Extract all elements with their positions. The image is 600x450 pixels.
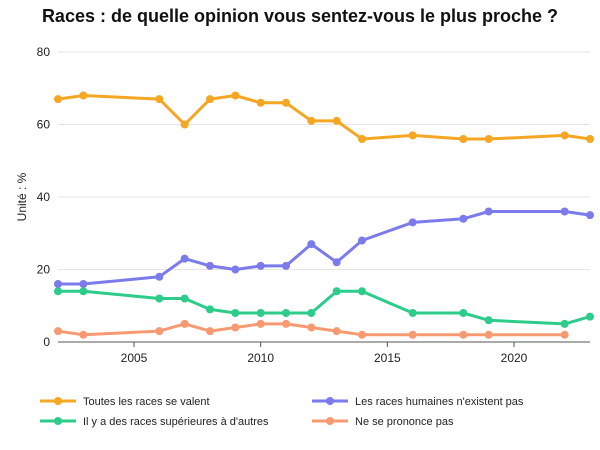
data-point [282,309,290,317]
data-point [307,309,316,317]
series-group [54,91,594,339]
data-point [180,120,189,129]
data-point [256,309,265,317]
data-point [358,287,366,296]
legend-swatch-marker [54,417,62,425]
data-point [307,323,316,332]
data-point [560,330,569,339]
data-point [408,218,417,227]
data-point [231,323,240,332]
data-point [332,258,341,267]
y-axis-label: Unité : % [15,172,29,221]
legend-item: Toutes les races se valent [40,396,210,408]
data-point [54,327,62,336]
data-point [307,240,316,249]
data-point [307,116,316,125]
data-point [560,207,569,216]
data-point [408,131,417,140]
data-point [79,280,88,288]
data-point [256,319,265,328]
gridlines [58,51,590,270]
data-point [358,236,366,245]
data-point [256,98,265,107]
data-point [459,214,468,223]
legend-item: Ne se prononce pas [312,416,454,428]
legend: Toutes les races se valent Les races huma… [40,396,524,428]
y-tick-label: 60 [37,118,51,132]
series-1 [54,207,594,288]
series-2 [54,287,594,328]
data-point [79,91,88,100]
series-line [56,94,592,141]
data-point [408,309,417,317]
x-tick-label: 2015 [374,351,401,365]
legend-swatch-marker [54,397,62,405]
data-point [484,135,493,143]
data-point [206,327,214,336]
data-point [459,135,468,143]
data-point [459,330,468,339]
legend-label: Les races humaines n'existent pas [355,396,524,408]
y-tick-label: 40 [37,190,51,204]
data-point [484,207,493,216]
data-point [560,319,569,328]
legend-label: Ne se prononce pas [355,416,454,428]
data-point [206,261,214,270]
data-point [358,135,366,143]
x-tick-label: 2010 [247,351,274,365]
x-tick-label: 2005 [121,351,148,365]
x-tick-label: 2020 [501,351,528,365]
data-point [79,287,88,296]
data-point [282,98,290,107]
series-line [56,289,592,326]
data-point [484,316,493,325]
data-point [155,95,164,104]
data-point [180,294,189,303]
chart-title: Races : de quelle opinion vous sentez-vo… [41,6,559,26]
data-point [332,327,341,336]
data-point [484,330,493,339]
data-point [54,280,62,288]
data-point [332,287,341,296]
legend-label: Toutes les races se valent [83,396,210,408]
data-point [586,312,594,321]
series-line [56,210,592,286]
data-point [560,131,569,140]
legend-swatch-marker [326,397,334,405]
series-3 [54,319,569,339]
data-point [155,294,164,303]
data-point [358,330,366,339]
data-point [586,211,594,220]
data-point [256,261,265,270]
data-point [231,91,240,100]
data-point [155,327,164,336]
y-tick-label: 80 [37,45,51,59]
data-point [459,309,468,317]
data-point [332,116,341,125]
data-point [180,319,189,328]
data-point [155,272,164,281]
legend-item: Il y a des races supérieures à d'autres [40,416,269,428]
data-point [586,135,594,143]
data-point [282,319,290,328]
data-point [206,95,214,104]
legend-label: Il y a des races supérieures à d'autres [83,416,269,428]
data-point [206,305,214,314]
data-point [54,95,62,104]
data-point [231,309,240,317]
axes: 0 20 40 60 80 2005 2010 2015 2020 Unité : % [15,45,590,365]
y-tick-label: 0 [43,335,50,349]
data-point [79,330,88,339]
legend-swatch-marker [326,417,334,425]
data-point [54,287,62,296]
data-point [282,261,290,270]
data-point [180,254,189,263]
y-tick-label: 20 [37,263,51,277]
data-point [231,265,240,274]
legend-item: Les races humaines n'existent pas [312,396,524,408]
series-0 [54,91,594,143]
data-point [408,330,417,339]
